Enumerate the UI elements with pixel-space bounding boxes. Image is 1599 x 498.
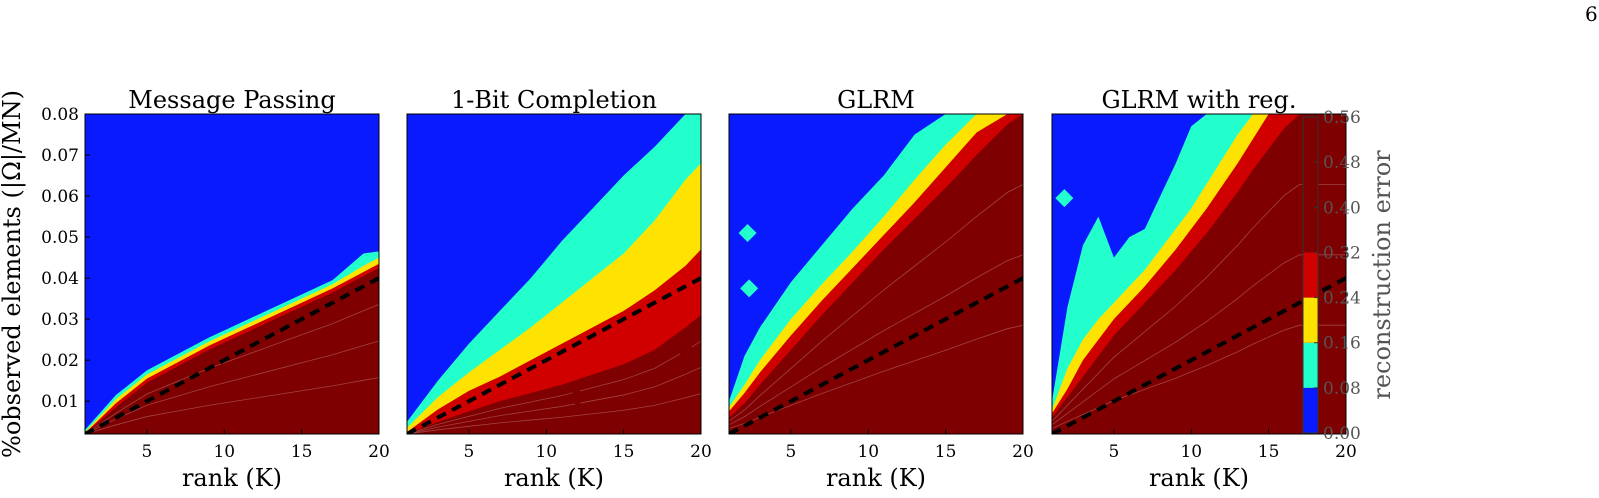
y-tick-label: 0.05 bbox=[41, 228, 79, 248]
heatmap-area bbox=[729, 114, 1023, 434]
contour-line bbox=[85, 304, 379, 434]
region-c032 bbox=[1052, 114, 1346, 434]
x-tick-label: 20 bbox=[368, 442, 390, 462]
x-tick-label: 20 bbox=[690, 442, 712, 462]
plot-frame bbox=[406, 113, 702, 435]
island-c032 bbox=[676, 340, 695, 359]
heatmap-area bbox=[85, 114, 379, 434]
panel-2: 1-Bit Completion 5 10 15 20 rank (K) bbox=[406, 86, 712, 492]
x-tick-label: 10 bbox=[1180, 442, 1202, 462]
colorbar-segment bbox=[1303, 342, 1318, 388]
colorbar-label: reconstruction error bbox=[1368, 150, 1396, 400]
colorbar-segment bbox=[1303, 387, 1318, 433]
colorbar-segment bbox=[1303, 297, 1318, 343]
contour-line bbox=[407, 340, 701, 434]
panel-title: 1-Bit Completion bbox=[451, 86, 657, 114]
x-axis-label: rank (K) bbox=[1149, 464, 1249, 492]
y-tick-label: 0.02 bbox=[41, 351, 79, 371]
y-tick-label: 0.04 bbox=[41, 269, 79, 289]
colorbar-tick-label: 0.24 bbox=[1323, 289, 1361, 309]
x-tick-label: 10 bbox=[857, 442, 879, 462]
island-c008 bbox=[740, 279, 759, 298]
threshold-line bbox=[1052, 276, 1346, 434]
colorbar-segment bbox=[1303, 252, 1318, 298]
x-tick-label: 5 bbox=[1108, 442, 1119, 462]
contour-line bbox=[729, 254, 1023, 426]
y-axis-label: %observed elements (|Ω|/MN) bbox=[0, 90, 27, 458]
x-tick-label: 20 bbox=[1012, 442, 1034, 462]
colorbar-tick-label: 0.08 bbox=[1323, 379, 1361, 399]
x-tick-label: 5 bbox=[463, 442, 474, 462]
y-tick-label: 0.07 bbox=[41, 146, 79, 166]
page-number: 6 bbox=[1585, 2, 1598, 26]
island-c008 bbox=[738, 223, 757, 242]
threshold-line bbox=[729, 276, 1023, 434]
colorbar-frame bbox=[1302, 116, 1319, 434]
y-tick-label: 0.06 bbox=[41, 187, 79, 207]
colorbar: 0.00 0.08 0.16 0.24 0.32 0.40 0.48 0.56 reconstr… bbox=[1302, 108, 1396, 444]
x-axis-label: rank (K) bbox=[182, 464, 282, 492]
x-tick-label: 10 bbox=[213, 442, 235, 462]
x-tick-label: 15 bbox=[291, 442, 313, 462]
x-tick-label: 5 bbox=[785, 442, 796, 462]
x-axis-label: rank (K) bbox=[826, 464, 926, 492]
x-tick-label: 20 bbox=[1335, 442, 1357, 462]
x-tick-label: 5 bbox=[141, 442, 152, 462]
colorbar-tick-label: 0.00 bbox=[1323, 424, 1361, 444]
panel-1: Message Passing 5 10 15 20 rank (K) 0.01 0.02 0.… bbox=[0, 86, 390, 492]
threshold-line bbox=[407, 276, 701, 434]
heatmap-area bbox=[407, 114, 701, 434]
y-tick-label: 0.03 bbox=[41, 310, 79, 330]
contour-line bbox=[729, 324, 1023, 429]
colorbar-tick-label: 0.32 bbox=[1323, 243, 1361, 263]
colorbar-tick-label: 0.40 bbox=[1323, 198, 1361, 218]
island-c032 bbox=[568, 388, 587, 407]
x-tick-label: 10 bbox=[535, 442, 557, 462]
contour-line bbox=[1052, 184, 1346, 422]
contour-line bbox=[1052, 254, 1346, 426]
heatmap-area bbox=[1052, 114, 1346, 434]
region-c032 bbox=[729, 114, 1023, 434]
plot-frame bbox=[728, 113, 1024, 435]
region-c032 bbox=[85, 267, 379, 434]
plot-frame bbox=[84, 113, 380, 435]
colorbar-segment bbox=[1303, 117, 1318, 163]
colorbar-tick-label: 0.16 bbox=[1323, 334, 1361, 354]
contour-line bbox=[85, 377, 379, 434]
y-tick-label: 0.01 bbox=[41, 392, 79, 412]
contour-line bbox=[407, 367, 701, 434]
x-tick-label: 15 bbox=[1258, 442, 1280, 462]
region-c032 bbox=[407, 315, 701, 434]
island-c008 bbox=[1055, 189, 1074, 208]
contour-line bbox=[729, 184, 1023, 422]
y-tick-label: 0.08 bbox=[41, 105, 79, 125]
panel-title: GLRM bbox=[837, 86, 915, 114]
panel-4: GLRM with reg. 5 10 15 20 rank (K) bbox=[1051, 86, 1357, 492]
contour-line bbox=[407, 393, 701, 434]
x-tick-label: 15 bbox=[935, 442, 957, 462]
x-axis-label: rank (K) bbox=[504, 464, 604, 492]
panel-title: GLRM with reg. bbox=[1102, 86, 1297, 114]
colorbar-segment bbox=[1303, 207, 1318, 253]
colorbar-tick-label: 0.56 bbox=[1323, 108, 1361, 128]
panel-title: Message Passing bbox=[128, 86, 335, 114]
panel-3: GLRM 5 10 15 20 rank (K) bbox=[728, 86, 1034, 492]
contour-line bbox=[85, 340, 379, 434]
threshold-line bbox=[85, 276, 379, 434]
colorbar-tick-label: 0.48 bbox=[1323, 153, 1361, 173]
colorbar-segment bbox=[1303, 162, 1318, 208]
x-tick-label: 15 bbox=[613, 442, 635, 462]
plot-frame bbox=[1051, 113, 1347, 435]
